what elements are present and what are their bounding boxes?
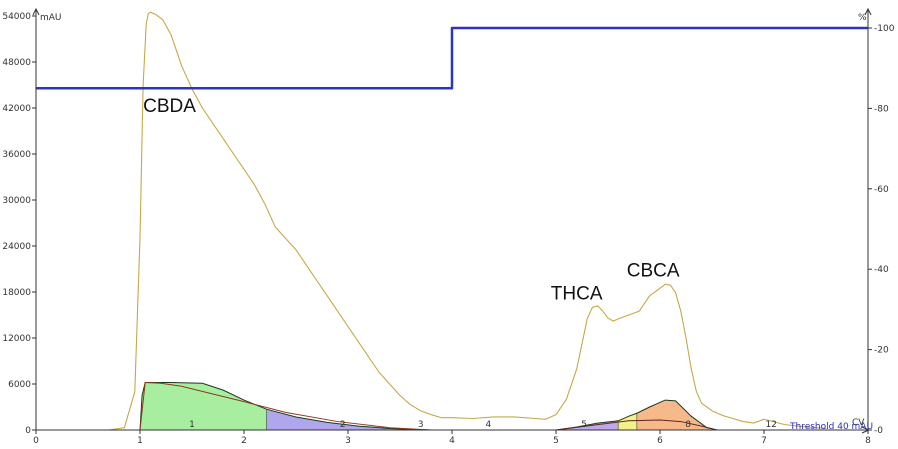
fraction-number: 1 (189, 420, 195, 430)
left-tick-label: 24000 (2, 242, 31, 252)
left-tick-label: 54000 (2, 12, 31, 22)
gradient-percent-line (36, 26, 868, 90)
fraction-number: 8 (685, 420, 691, 430)
x-tick-label: 7 (761, 436, 767, 446)
fraction-outline-4 (618, 412, 638, 422)
fraction-number: 12 (766, 420, 777, 430)
fraction-numbers: 1 2 3 4 5 8 12 (189, 420, 777, 430)
left-tick-label: 18000 (2, 288, 31, 298)
x-tick-label: 1 (137, 436, 143, 446)
x-tick-label: 5 (553, 436, 559, 446)
series-lines (36, 11, 868, 431)
x-tick-label: 4 (449, 436, 455, 446)
fraction-number: 3 (418, 420, 424, 430)
x-tick-label: 0 (33, 436, 39, 446)
fraction-outline-2 (266, 408, 432, 431)
absorbance-line (108, 11, 827, 431)
fraction-fill-5 (637, 400, 718, 430)
right-tick-label: -100 (874, 24, 895, 34)
left-tick-label: 42000 (2, 104, 31, 114)
fraction-fill-2 (266, 409, 432, 430)
fraction-fills (139, 381, 718, 431)
left-axis-arrow (32, 7, 40, 16)
left-tick-label: 12000 (2, 334, 31, 344)
left-tick-label: 36000 (2, 150, 31, 160)
x-tick-label: 6 (657, 436, 663, 446)
right-tick-label: -0 (874, 426, 883, 436)
fraction-number: 4 (486, 420, 492, 430)
right-axis-unit: % (858, 13, 867, 23)
fraction-fill-4 (618, 413, 638, 430)
baseline-curve-1 (139, 381, 432, 431)
right-tick-label: -20 (874, 346, 889, 356)
peak-label-thca: THCA (551, 284, 603, 305)
peak-label-cbca: CBCA (627, 261, 680, 282)
fraction-number: 5 (581, 420, 587, 430)
right-tick-label: -60 (874, 185, 889, 195)
fraction-outline-1 (139, 381, 268, 431)
left-tick-label: 48000 (2, 58, 31, 68)
left-tick-label: 30000 (2, 196, 31, 206)
left-axis-unit: mAU (40, 13, 62, 23)
left-tick-label: 0 (25, 426, 31, 436)
x-tick-label: 3 (345, 436, 351, 446)
left-tick-label: 6000 (8, 380, 31, 390)
x-tick-label: 8 (865, 436, 871, 446)
peak-label-cbda: CBDA (143, 96, 196, 117)
fraction-number: 2 (340, 420, 346, 430)
threshold-label: Threshold 40 mAU (789, 422, 873, 432)
x-tick-label: 2 (241, 436, 247, 446)
right-tick-label: -80 (874, 104, 889, 114)
right-tick-label: -40 (874, 265, 889, 275)
ticks: 0 6000 12000 18000 24000 30000 36000 42000 48000… (2, 12, 894, 446)
baseline-curves (139, 381, 718, 431)
baseline-curve-2 (555, 419, 718, 431)
fraction-fill-1 (140, 382, 267, 430)
labels: mAU % CV Threshold 40 mAU (40, 13, 873, 432)
peak-annotations: CBDA THCA CBCA (143, 96, 680, 305)
right-axis-arrow (864, 7, 872, 16)
x-axis-unit: CV (852, 418, 865, 428)
